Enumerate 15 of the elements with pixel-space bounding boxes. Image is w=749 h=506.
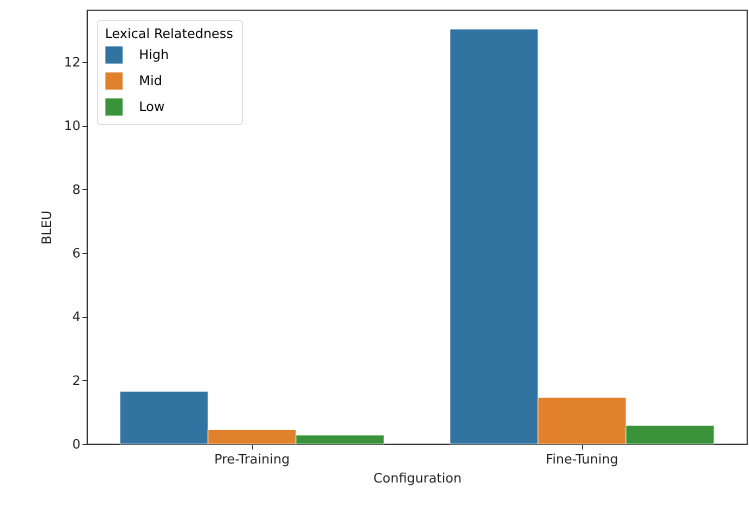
x-axis-title: Configuration xyxy=(373,472,462,486)
y-tick-label: 8 xyxy=(72,182,80,198)
legend-label: Low xyxy=(139,100,165,115)
legend-label: Mid xyxy=(139,74,162,89)
x-tick-label: Pre-Training xyxy=(214,452,290,468)
y-tick-label: 12 xyxy=(64,55,80,70)
y-tick-label: 2 xyxy=(72,374,80,389)
x-tick-label: Fine-Tuning xyxy=(546,452,618,468)
y-axis-title: BLEU xyxy=(40,210,55,244)
legend-label: High xyxy=(139,48,169,63)
y-tick-label: 10 xyxy=(64,119,80,134)
legend-title: Lexical Relatedness xyxy=(105,27,234,42)
y-tick-label: 6 xyxy=(72,246,80,262)
y-tick-label: 4 xyxy=(72,310,80,326)
y-tick-label: 0 xyxy=(72,438,80,452)
